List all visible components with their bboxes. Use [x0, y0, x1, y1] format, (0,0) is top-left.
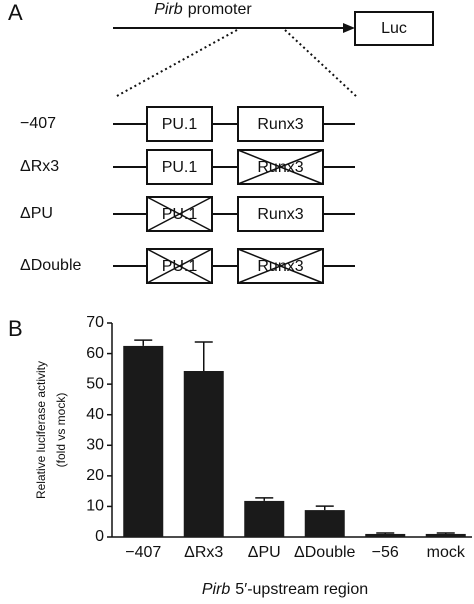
error-bar [194, 341, 213, 371]
element-box [237, 106, 324, 142]
y-axis-label: Relative luciferase activity [34, 361, 48, 499]
x-axis-label: Pirb 5′-upstream region [202, 581, 368, 598]
reporter-label: Luc [381, 20, 407, 37]
deletion-cross [237, 149, 324, 185]
promoter-label: Pirb promoter [154, 1, 252, 18]
panel-label: A [8, 0, 23, 25]
y-tick-label: 70 [86, 314, 104, 331]
bar [365, 533, 406, 537]
element-label: PU.1 [162, 116, 198, 133]
bar [425, 533, 466, 537]
bar [123, 345, 164, 537]
y-axis-label: (fold vs mock) [54, 393, 68, 468]
element-box [237, 196, 324, 232]
bar [183, 370, 224, 537]
panel-label: B [8, 316, 23, 341]
bar [244, 500, 285, 537]
construct-name: ΔRx3 [20, 158, 59, 175]
y-tick-label: 60 [86, 345, 104, 362]
construct-name: ΔDouble [20, 257, 81, 274]
y-tick-label: 0 [95, 528, 104, 545]
error-bar [134, 339, 153, 346]
x-axis-label-rest: 5′-upstream region [235, 581, 368, 598]
error-bar [376, 532, 395, 534]
deletion-cross [146, 248, 213, 284]
element-label: Runx3 [257, 116, 303, 133]
x-tick-label: −407 [125, 544, 161, 561]
element-label: PU.1 [162, 159, 198, 176]
x-tick-label: ΔDouble [294, 544, 355, 561]
zoom-line [114, 29, 238, 98]
x-tick-label: ΔPU [248, 544, 281, 561]
y-tick-label: 20 [86, 467, 104, 484]
construct-name: −407 [20, 115, 56, 132]
x-axis-label-italic: Pirb [202, 581, 231, 598]
y-tick-label: 50 [86, 375, 104, 392]
deletion-cross [146, 196, 213, 232]
x-tick-label: −56 [372, 544, 399, 561]
error-bar [315, 505, 334, 511]
element-box [146, 149, 213, 185]
promoter-word: promoter [188, 1, 253, 18]
error-bar [255, 497, 274, 501]
element-box [146, 106, 213, 142]
y-tick-label: 30 [86, 437, 104, 454]
error-bar [436, 532, 455, 534]
reporter-box [354, 11, 434, 46]
bar [304, 510, 345, 537]
arrow-head [343, 23, 355, 33]
zoom-line [284, 29, 358, 98]
construct-name: ΔPU [20, 205, 53, 222]
x-tick-label: mock [427, 544, 466, 561]
x-tick-label: ΔRx3 [184, 544, 223, 561]
deletion-cross [237, 248, 324, 284]
promoter-name: Pirb [154, 1, 183, 18]
element-label: Runx3 [257, 206, 303, 223]
y-tick-label: 10 [86, 498, 104, 515]
y-tick-label: 40 [86, 406, 104, 423]
